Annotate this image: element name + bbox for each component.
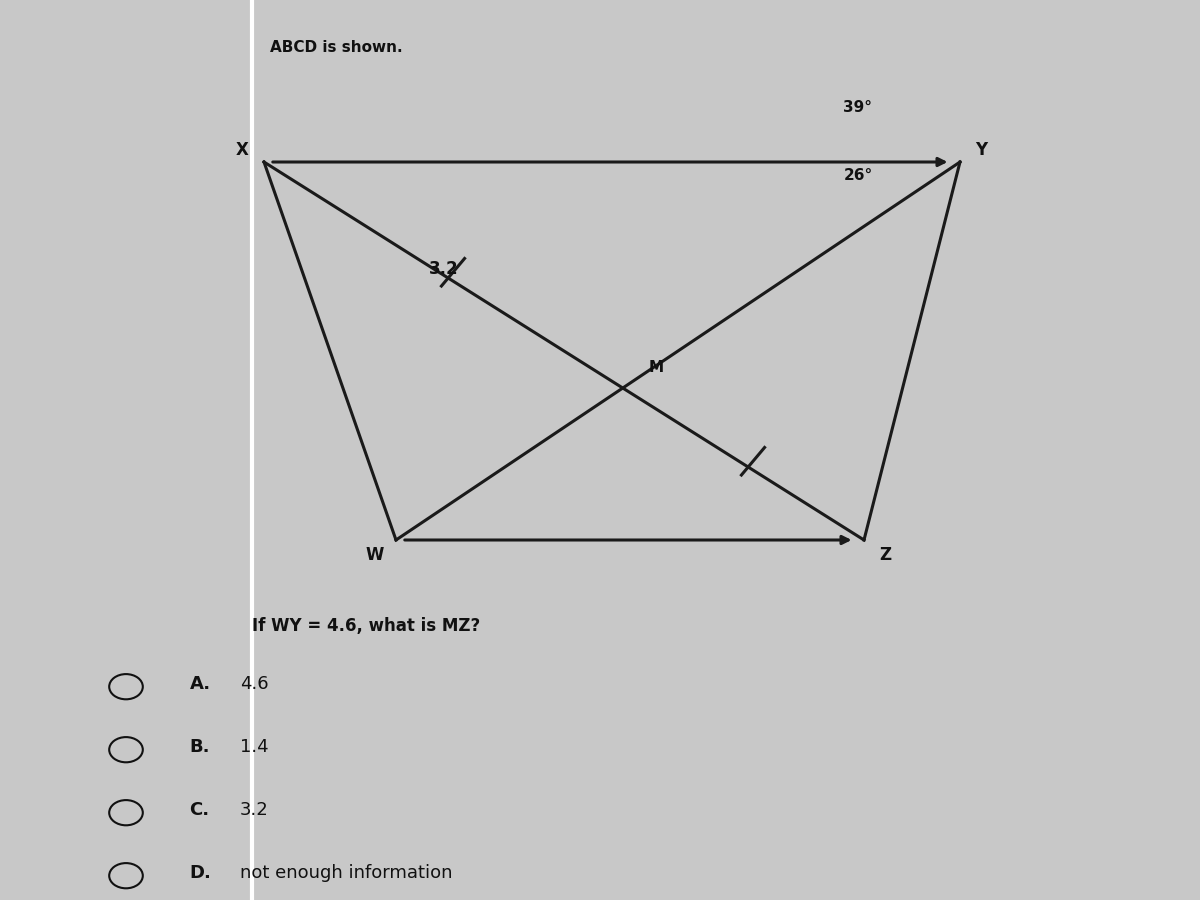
- Text: D.: D.: [190, 864, 211, 882]
- Text: C.: C.: [190, 801, 210, 819]
- Text: not enough information: not enough information: [240, 864, 452, 882]
- Text: 26°: 26°: [844, 168, 872, 183]
- Text: 4.6: 4.6: [240, 675, 269, 693]
- Text: Y: Y: [976, 140, 988, 158]
- Text: ABCD is shown.: ABCD is shown.: [270, 40, 403, 56]
- Text: B.: B.: [190, 738, 210, 756]
- Text: Z: Z: [880, 545, 892, 563]
- Text: X: X: [236, 140, 248, 158]
- Text: If WY = 4.6, what is MZ?: If WY = 4.6, what is MZ?: [252, 616, 480, 634]
- Text: 1.4: 1.4: [240, 738, 269, 756]
- Text: W: W: [365, 545, 384, 563]
- Text: 39°: 39°: [844, 101, 872, 115]
- Text: 3.2: 3.2: [430, 260, 458, 278]
- Text: M: M: [649, 360, 664, 374]
- Text: 3.2: 3.2: [240, 801, 269, 819]
- Text: A.: A.: [190, 675, 211, 693]
